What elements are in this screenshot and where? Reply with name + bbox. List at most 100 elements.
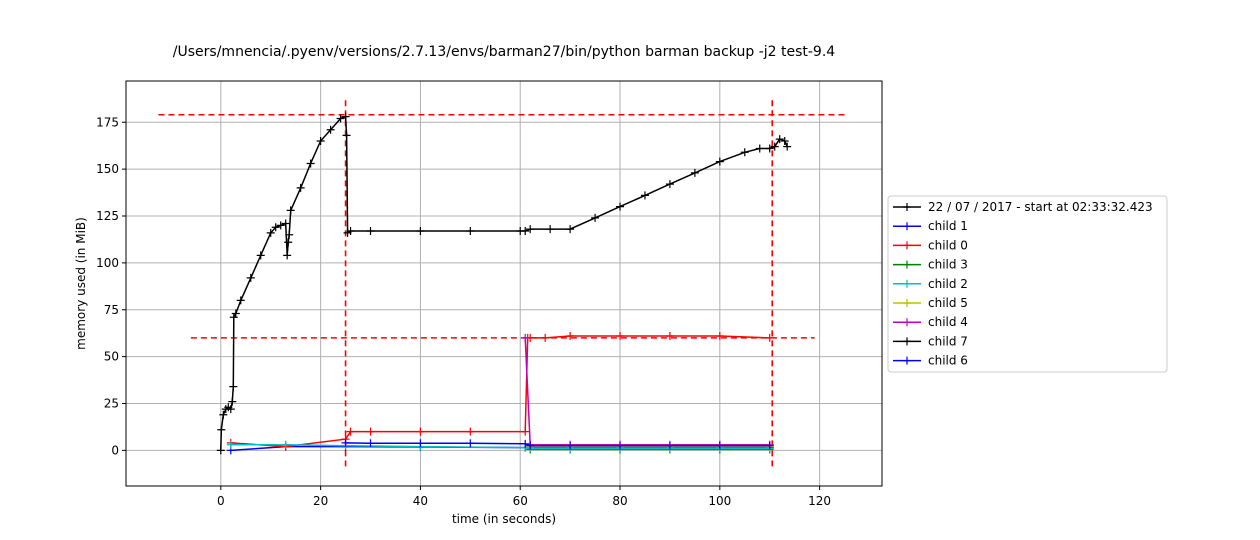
data-point — [271, 223, 280, 232]
x-tick-label: 60 — [513, 494, 528, 508]
data-point — [276, 221, 285, 230]
data-point — [541, 333, 550, 342]
data-point — [229, 382, 238, 391]
data-point — [521, 439, 530, 448]
data-point — [416, 439, 425, 448]
data-point — [616, 202, 625, 211]
data-point — [346, 227, 355, 235]
x-tick-label: 120 — [808, 494, 831, 508]
data-point — [266, 228, 275, 237]
legend-marker — [903, 337, 911, 346]
y-tick-label: 100 — [96, 256, 119, 270]
data-point — [690, 168, 699, 177]
data-point — [236, 296, 245, 305]
data-point — [715, 441, 724, 450]
x-tick-label: 20 — [313, 494, 328, 508]
y-tick-label: 25 — [104, 397, 119, 411]
data-point — [783, 142, 792, 151]
y-tick-label: 150 — [96, 162, 119, 176]
data-point — [770, 142, 779, 151]
legend-item: child 3 — [893, 258, 968, 272]
legend-marker — [903, 299, 911, 307]
data-point — [286, 206, 295, 215]
legend-label: child 4 — [928, 315, 968, 329]
data-point — [366, 227, 375, 235]
legend-marker — [903, 203, 911, 211]
data-point — [228, 397, 237, 406]
data-point — [526, 225, 535, 234]
x-tick-label: 40 — [413, 494, 428, 508]
data-point — [296, 183, 305, 192]
axis-ticks: 0 20 40 60 80 100 120 0 25 50 75 100 125 150 175 — [96, 115, 831, 508]
plot-area: 0 20 40 60 80 100 120 0 25 50 75 100 125 150 175 — [96, 80, 883, 508]
y-tick-label: 75 — [104, 303, 119, 317]
series-9 — [341, 438, 774, 450]
data-point — [466, 227, 475, 235]
legend-item: child 1 — [893, 219, 968, 233]
data-point — [341, 438, 350, 447]
data-point — [217, 425, 226, 434]
series-group — [216, 112, 792, 455]
plot-background — [126, 81, 882, 486]
x-tick-label: 80 — [612, 494, 627, 508]
data-point — [341, 112, 350, 121]
series-line — [230, 335, 770, 448]
plot-frame — [125, 80, 883, 487]
data-point — [780, 137, 789, 145]
data-point — [416, 227, 425, 235]
legend-label: child 2 — [928, 277, 968, 291]
data-point — [665, 332, 674, 340]
data-point — [526, 441, 535, 450]
data-point — [740, 148, 749, 157]
data-point — [216, 446, 225, 455]
data-point — [715, 332, 724, 340]
data-point — [256, 251, 265, 260]
legend-item: child 4 — [893, 315, 968, 329]
data-point — [229, 313, 238, 322]
legend-item: child 6 — [893, 354, 968, 368]
data-point — [366, 439, 375, 448]
x-tick-label: 100 — [708, 494, 731, 508]
data-point — [226, 440, 235, 449]
legend-marker — [903, 318, 911, 327]
data-point — [246, 273, 255, 282]
y-tick-label: 0 — [111, 443, 119, 457]
data-point — [546, 225, 555, 234]
data-point — [521, 333, 530, 342]
legend: 22 / 07 / 2017 - start at 02:33:32.423 ch… — [887, 195, 1168, 373]
legend-item: child 0 — [893, 238, 968, 252]
data-point — [326, 125, 335, 134]
data-point — [336, 114, 345, 123]
data-point — [466, 439, 475, 448]
y-tick-label: 175 — [96, 115, 119, 129]
data-point — [226, 405, 235, 414]
series-1 — [216, 112, 792, 455]
data-point — [283, 251, 292, 260]
data-point — [715, 157, 724, 166]
data-point — [566, 225, 575, 234]
data-point — [765, 441, 774, 450]
legend-item: child 7 — [893, 334, 968, 348]
legend-marker — [903, 260, 911, 269]
data-point — [765, 333, 774, 342]
data-point — [416, 427, 425, 436]
legend-marker — [903, 241, 911, 250]
legend-marker — [903, 356, 911, 365]
legend-marker — [903, 222, 911, 231]
data-point — [466, 427, 475, 436]
data-point — [316, 137, 325, 145]
legend-label: child 1 — [928, 219, 968, 233]
legend-label: child 6 — [928, 354, 968, 368]
data-point — [765, 144, 774, 153]
grid — [126, 81, 882, 486]
legend-label: child 7 — [928, 334, 968, 348]
data-point — [285, 230, 294, 239]
data-point — [566, 332, 575, 340]
legend-item: child 2 — [893, 277, 968, 291]
data-point — [775, 135, 784, 144]
x-tick-label: 0 — [217, 494, 225, 508]
data-point — [755, 144, 764, 153]
y-tick-label: 50 — [104, 350, 119, 364]
data-point — [284, 238, 293, 247]
